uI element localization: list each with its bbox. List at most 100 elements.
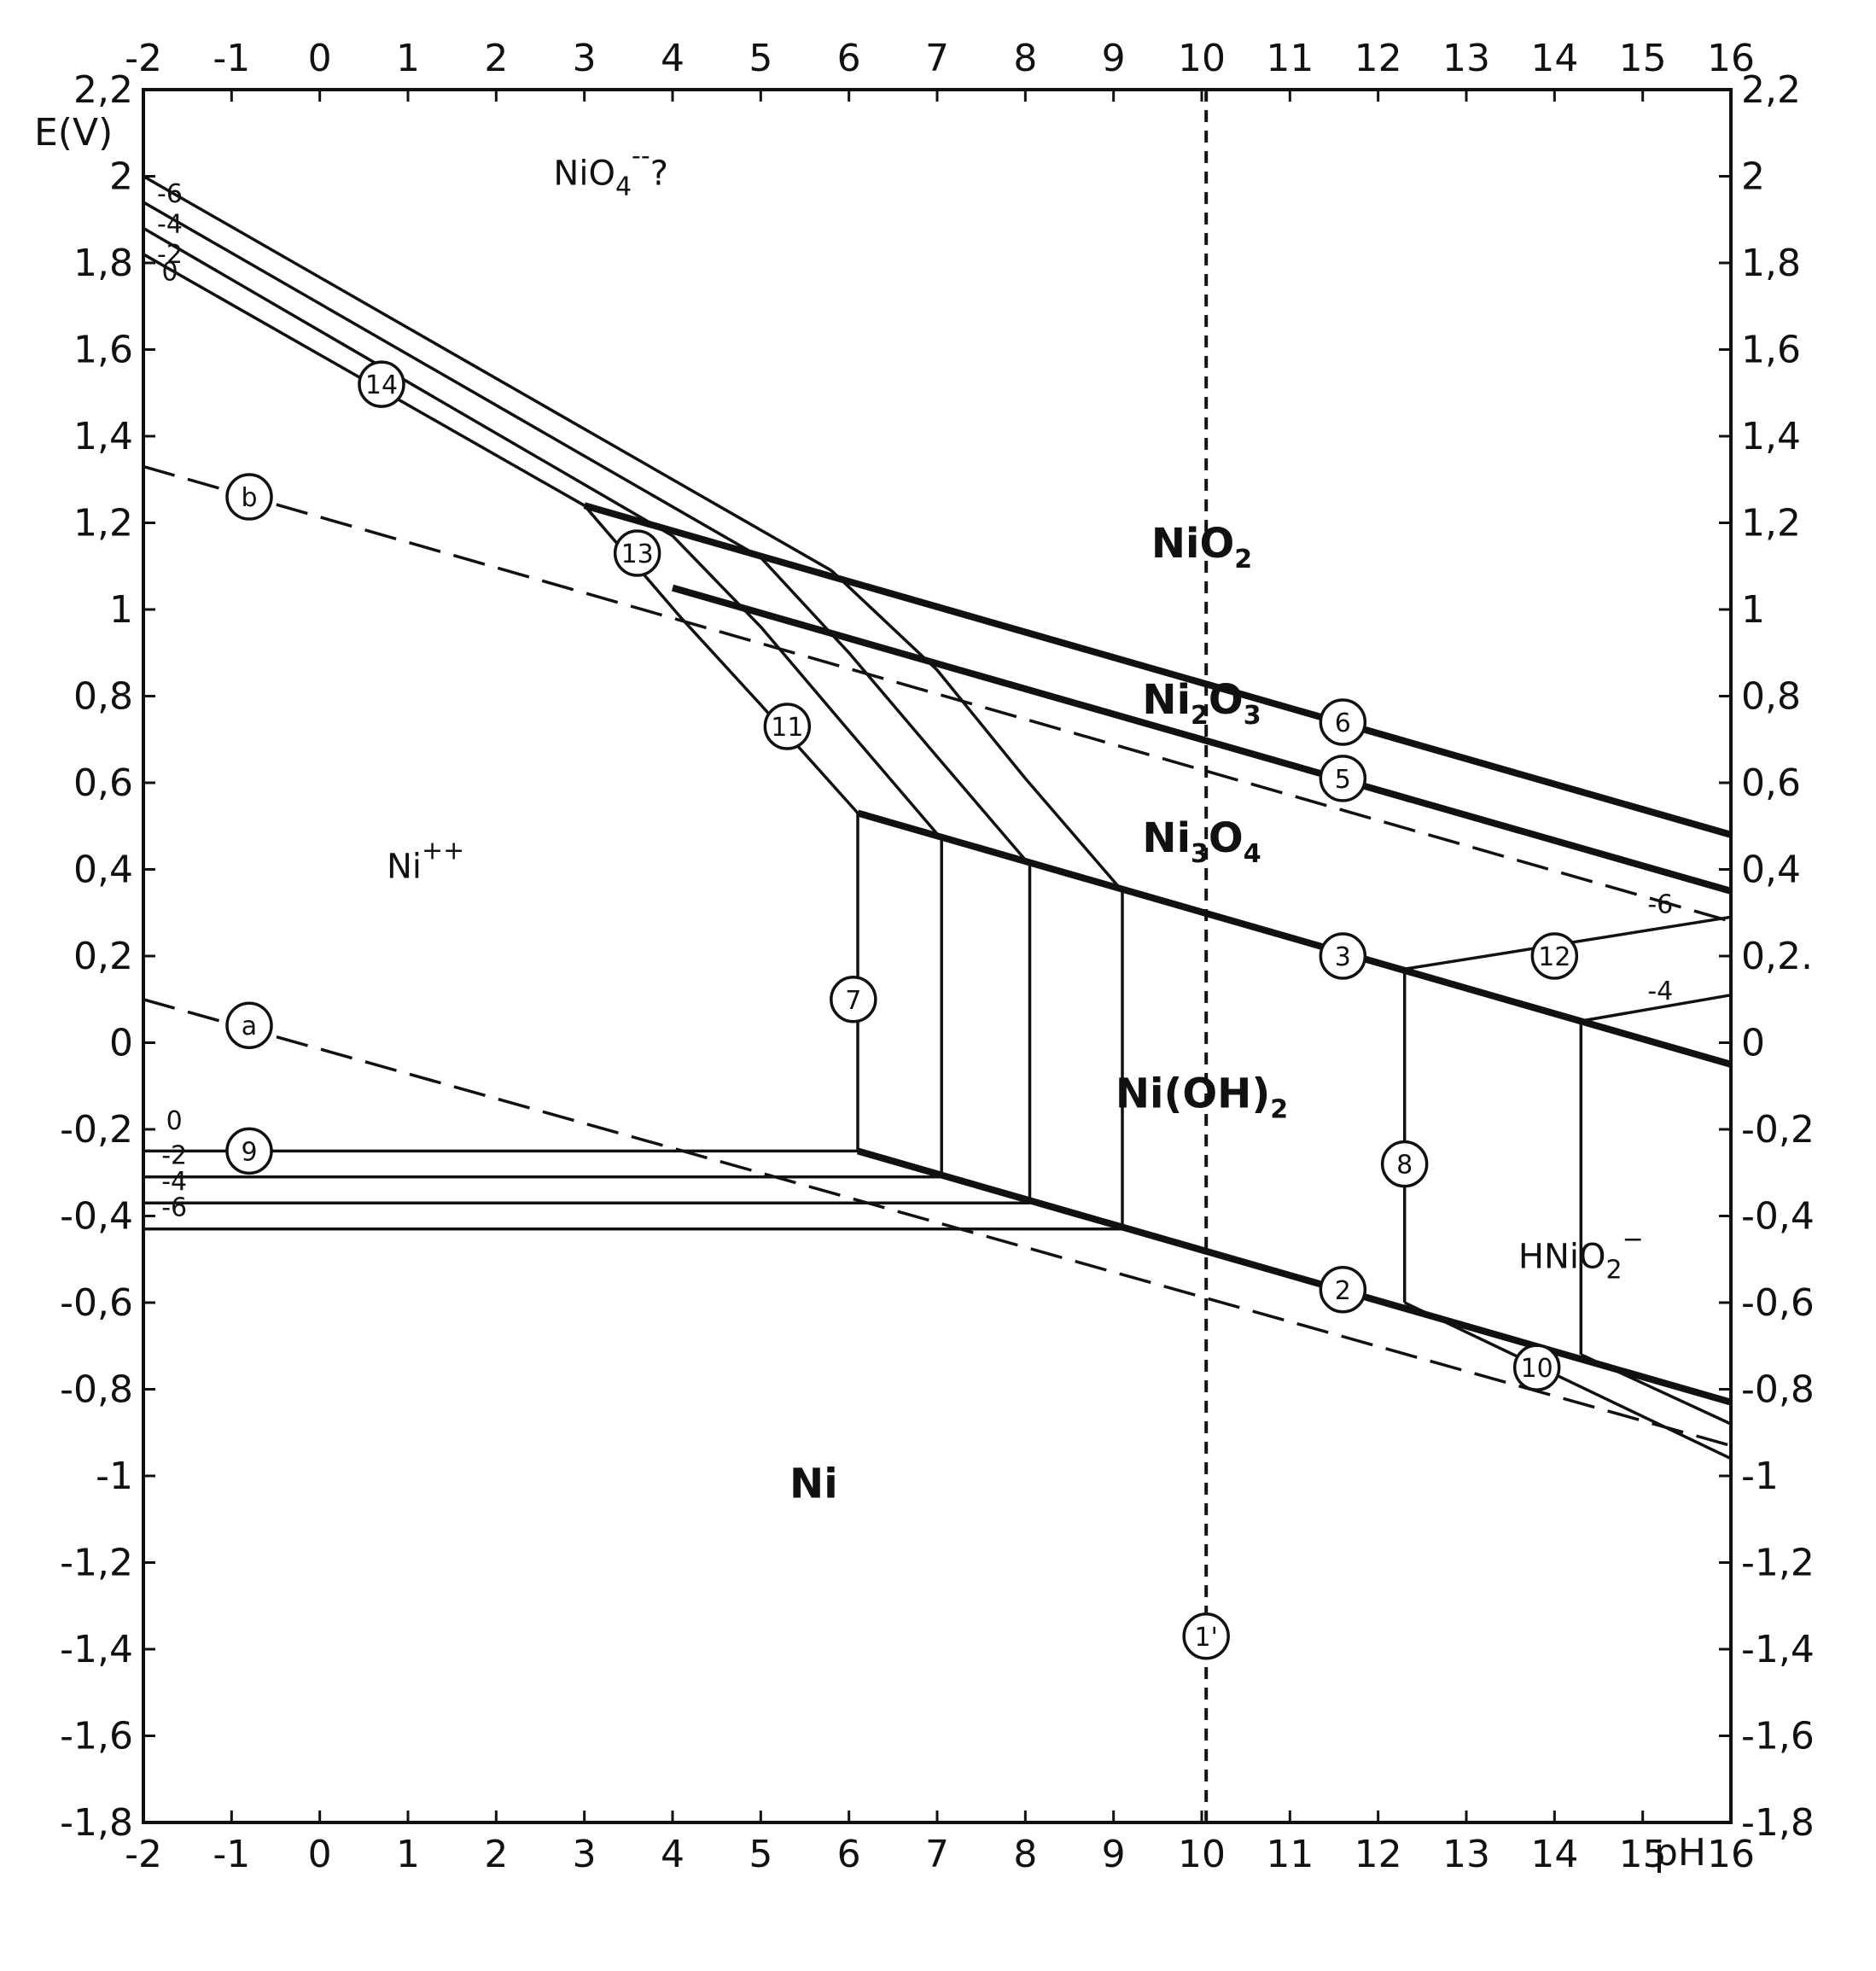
line-label-7: 7 [830,976,877,1023]
boundary-line-13-4 [760,556,1031,866]
region-label: Ni2O3 [1142,676,1261,731]
y-tick-label-left: 2 [109,155,133,199]
line-label-circle [225,1001,273,1049]
x-tick-label-top: 9 [1102,37,1126,80]
x-tick-label-bottom: 1 [396,1833,420,1876]
y-tick-label-left: 0,8 [73,675,133,719]
boundary-line-10-6 [1403,1301,1732,1461]
y-tick-label-right: 1,2 [1741,502,1801,545]
boundary-line-14-4 [143,201,762,559]
y-tick-label-left: 0,6 [73,761,133,805]
y-axis-label: E(V) [34,111,113,155]
line-number-labels: 14 b 13 11 6 5 3 12 7 a 9 8 2 10 1' [225,360,1579,1660]
boundary-line-a [143,998,1732,1448]
line-label-text: b [241,483,257,513]
x-tick-label-bottom: 6 [837,1833,861,1876]
line-label-text: 8 [1396,1151,1413,1181]
region-label: NiO2 [1151,520,1252,574]
line-label-text: 10 [1521,1354,1553,1384]
y-tick-label-right: -0,8 [1741,1368,1815,1412]
boundary-line-13-6 [830,569,1124,893]
line-label-14: 14 [358,360,405,408]
x-tick-label-bottom: 14 [1530,1833,1578,1876]
tick-labels: -2-2-1-100112233445566778899101011111212… [60,37,1815,1876]
y-tick-label-right: 1,4 [1741,415,1801,458]
y-tick-label-right: 1 [1741,588,1765,632]
line-label-1': 1' [1182,1612,1230,1660]
x-axis-label: pH [1654,1831,1706,1875]
region-label: Ni++ [387,837,464,887]
line-label-12: 12 [1530,932,1579,980]
line-label-9: 9 [225,1127,273,1175]
y-tick-label-left: 0,2 [73,935,133,978]
line-label-8: 8 [1380,1140,1429,1188]
line-label-2: 2 [1319,1266,1367,1314]
x-tick-label-top: 16 [1707,37,1755,80]
y-tick-label-left: -1 [96,1455,133,1498]
x-tick-label-bottom: 8 [1013,1833,1037,1876]
x-tick-label-top: 12 [1355,37,1402,80]
concentration-label: -6 [161,1193,187,1223]
x-tick-label-top: 0 [308,37,332,80]
line-label-a: a [225,1001,273,1049]
line-label-circle [1512,1344,1561,1391]
y-tick-label-left: -1,8 [60,1801,133,1845]
line-label-text: 13 [621,539,654,569]
line-label-6: 6 [1319,698,1367,746]
x-tick-label-bottom: 11 [1266,1833,1314,1876]
y-tick-label-right: -1,4 [1741,1628,1815,1671]
line-label-circle [613,529,661,577]
line-label-3: 3 [1319,932,1367,980]
boundary-line-3 [856,809,1733,1068]
y-tick-label-right: 0,8 [1741,675,1801,719]
x-tick-label-top: 6 [837,37,861,80]
line-label-circle [1319,755,1367,802]
concentration-label: -6 [157,179,183,209]
line-label-text: 14 [365,370,398,400]
region-labels: NiO2 Ni2O3 Ni3O4 Ni(OH)2 Ni Ni++ NiO4--? HNiO2− [387,142,1644,1508]
concentration-label: 0 [161,257,178,287]
boundary-line-14-6 [143,174,832,572]
x-tick-label-top: 1 [396,37,420,80]
line-label-circle [225,473,273,521]
y-tick-label-left: -0,8 [60,1368,133,1412]
y-tick-label-left: 1,6 [73,329,133,372]
boundary-line-12-4 [1581,993,1732,1023]
y-tick-label-left: 0 [109,1022,133,1065]
axis-ticks [142,88,1733,1824]
concentration-label: -2 [157,240,183,270]
region-label: Ni [789,1460,838,1507]
line-label-circle [830,976,877,1023]
x-tick-label-top: -2 [125,37,162,80]
y-tick-label-left: 1,4 [73,415,133,458]
line-label-11: 11 [763,703,812,750]
line-label-circle [225,1127,273,1175]
y-tick-label-right: -0,6 [1741,1281,1815,1325]
region-label: NiO4--? [553,142,668,202]
line-label-10: 10 [1512,1344,1561,1391]
y-tick-label-right: 0,6 [1741,761,1801,805]
x-tick-label-bottom: -2 [125,1833,162,1876]
x-tick-label-bottom: 16 [1707,1833,1755,1876]
x-tick-label-bottom: 10 [1178,1833,1226,1876]
line-label-text: 9 [241,1137,257,1167]
y-tick-label-right: 2,2 [1741,68,1801,112]
concentration-label: -4 [157,209,183,239]
y-tick-label-right: -1 [1741,1455,1779,1498]
x-tick-label-bottom: 0 [308,1833,332,1876]
x-tick-label-top: 14 [1530,37,1578,80]
x-tick-label-top: 11 [1266,37,1314,80]
x-tick-label-top: 8 [1013,37,1037,80]
y-tick-label-right: 0,4 [1741,848,1801,892]
y-tick-label-left: 2,2 [73,68,133,112]
y-tick-label-left: -1,4 [60,1628,133,1671]
line-label-5: 5 [1319,755,1367,802]
line-label-circle [1182,1612,1230,1660]
y-tick-label-right: 0 [1741,1022,1765,1065]
line-label-circle [1319,932,1367,980]
line-label-text: 1' [1194,1623,1217,1653]
y-tick-label-right: -1,8 [1741,1801,1815,1845]
x-tick-label-top: -1 [213,37,250,80]
x-tick-label-bottom: 5 [749,1833,772,1876]
